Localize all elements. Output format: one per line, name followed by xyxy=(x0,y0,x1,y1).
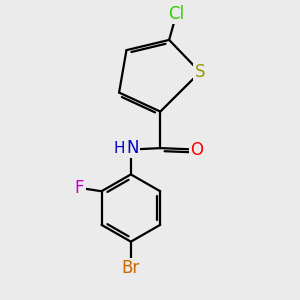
Text: S: S xyxy=(195,63,205,81)
Text: Cl: Cl xyxy=(168,4,184,22)
Text: Br: Br xyxy=(122,259,140,277)
Text: F: F xyxy=(75,179,84,197)
Text: H: H xyxy=(113,141,125,156)
Text: O: O xyxy=(190,141,204,159)
Text: N: N xyxy=(126,139,139,157)
